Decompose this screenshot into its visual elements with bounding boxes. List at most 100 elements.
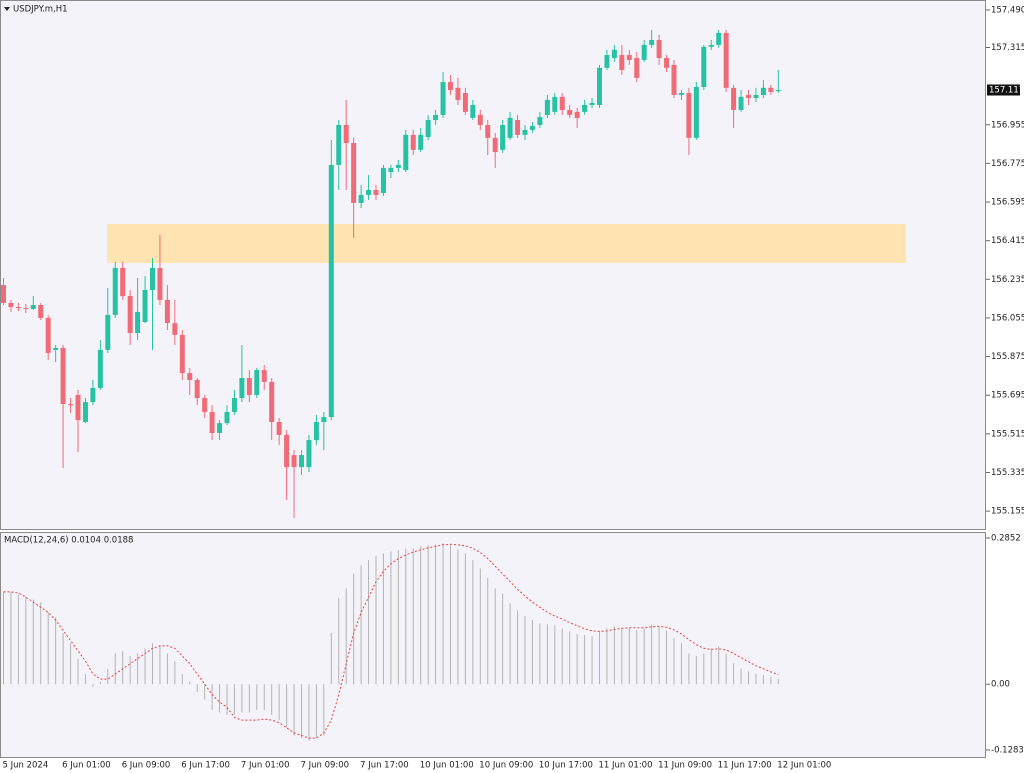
x-tick-label: 10 Jun 01:00 [420,761,474,771]
candle-body [82,402,88,423]
y-tick-label: 156.955 [991,120,1024,130]
current-price-box [987,84,1020,96]
candle-body [678,93,684,95]
candle-body [582,105,588,112]
candle-body [425,120,431,138]
candle-body [418,134,424,150]
y-tick-label: 155.695 [991,391,1024,401]
candle-body [284,434,290,468]
candle-body [8,302,14,307]
candle-body [403,134,409,171]
candle-body [626,55,632,60]
y-tick-label: 157.490 [991,5,1024,15]
x-tick-label: 6 Jun 17:00 [181,761,230,771]
candle-body [351,143,357,203]
price-panel [0,0,986,530]
y-tick-label: 0.2852 [991,534,1021,544]
y-tick-label: 155.515 [991,429,1024,439]
candle-body [120,267,126,297]
x-tick-label: 10 Jun 09:00 [479,761,533,771]
macd-panel [0,532,986,758]
candle-body [641,44,647,60]
candle-body [269,381,275,423]
y-tick-label: 156.775 [991,159,1024,169]
candle-body [708,44,714,47]
candle-body [75,394,81,421]
candle-body [619,55,625,71]
y-tick-label: 155.335 [991,468,1024,478]
y-tick-label: 0.00 [991,680,1010,690]
x-tick-label: 10 Jun 17:00 [539,761,593,771]
candle-body [187,373,193,380]
candle-body [529,126,535,130]
candle-body [231,398,237,412]
candle-body [1,285,6,303]
candle-body [30,305,36,309]
candle-body [768,87,774,92]
candle-body [291,455,297,468]
candle-body [492,137,498,153]
candle-body [246,378,252,395]
candle-body [366,190,372,195]
candle-body [202,398,208,412]
candle-body [239,378,245,398]
candle-body [686,93,692,138]
candle-body [589,102,595,106]
candle-body [90,387,96,403]
candle-body [105,314,111,350]
candle-body [664,58,670,68]
candle-body [440,82,446,115]
candle-body [254,370,260,395]
x-tick-label: 7 Jun 01:00 [241,761,290,771]
candle-body [462,93,468,112]
x-tick-label: 7 Jun 17:00 [360,761,409,771]
candle-body [693,86,699,138]
candle-body [760,87,766,95]
macd-title: MACD(12,24,6) 0.0104 0.0188 [4,536,133,546]
candle-body [775,90,781,92]
candle-body [604,55,610,68]
candle-body [135,311,141,333]
candle-body [23,308,29,310]
x-tick-label: 6 Jun 01:00 [62,761,111,771]
y-tick-label: 156.235 [991,275,1024,285]
candle-body [373,190,379,195]
candle-body [723,32,729,88]
candle-body [313,422,319,441]
candle-body [179,334,185,374]
candle-body [343,124,349,144]
candle-body [671,64,677,95]
candle-body [276,422,282,435]
y-tick-label: 156.415 [991,236,1024,246]
candle-body [112,267,118,315]
candle-body [716,32,722,45]
candle-body [738,96,744,110]
y-tick-label: 155.155 [991,507,1024,517]
candle-body [544,99,550,115]
candle-body [559,96,565,110]
signal-line [3,543,779,739]
candle-body [38,305,44,318]
candle-body [574,111,580,118]
x-tick-label: 12 Jun 01:00 [777,761,831,771]
candle-body [634,58,640,78]
y-tick-label: 155.875 [991,352,1024,362]
candle-body [224,411,230,424]
candle-body [455,87,461,100]
candle-body [299,455,304,468]
candle-body [336,124,342,165]
support-zone [107,223,906,263]
menu-triangle [4,7,10,11]
candle-body [321,417,327,423]
candle-body [194,379,200,398]
candle-body [410,134,416,150]
candle-body [150,267,155,291]
candle-body [701,46,707,87]
candle-body [537,117,543,125]
candle-body [746,94,751,98]
y-tick-label: 156.595 [991,198,1024,208]
candle-body [500,124,506,150]
candle-body [306,440,312,468]
candle-body [753,94,759,98]
x-tick-label: 11 Jun 17:00 [718,761,772,771]
